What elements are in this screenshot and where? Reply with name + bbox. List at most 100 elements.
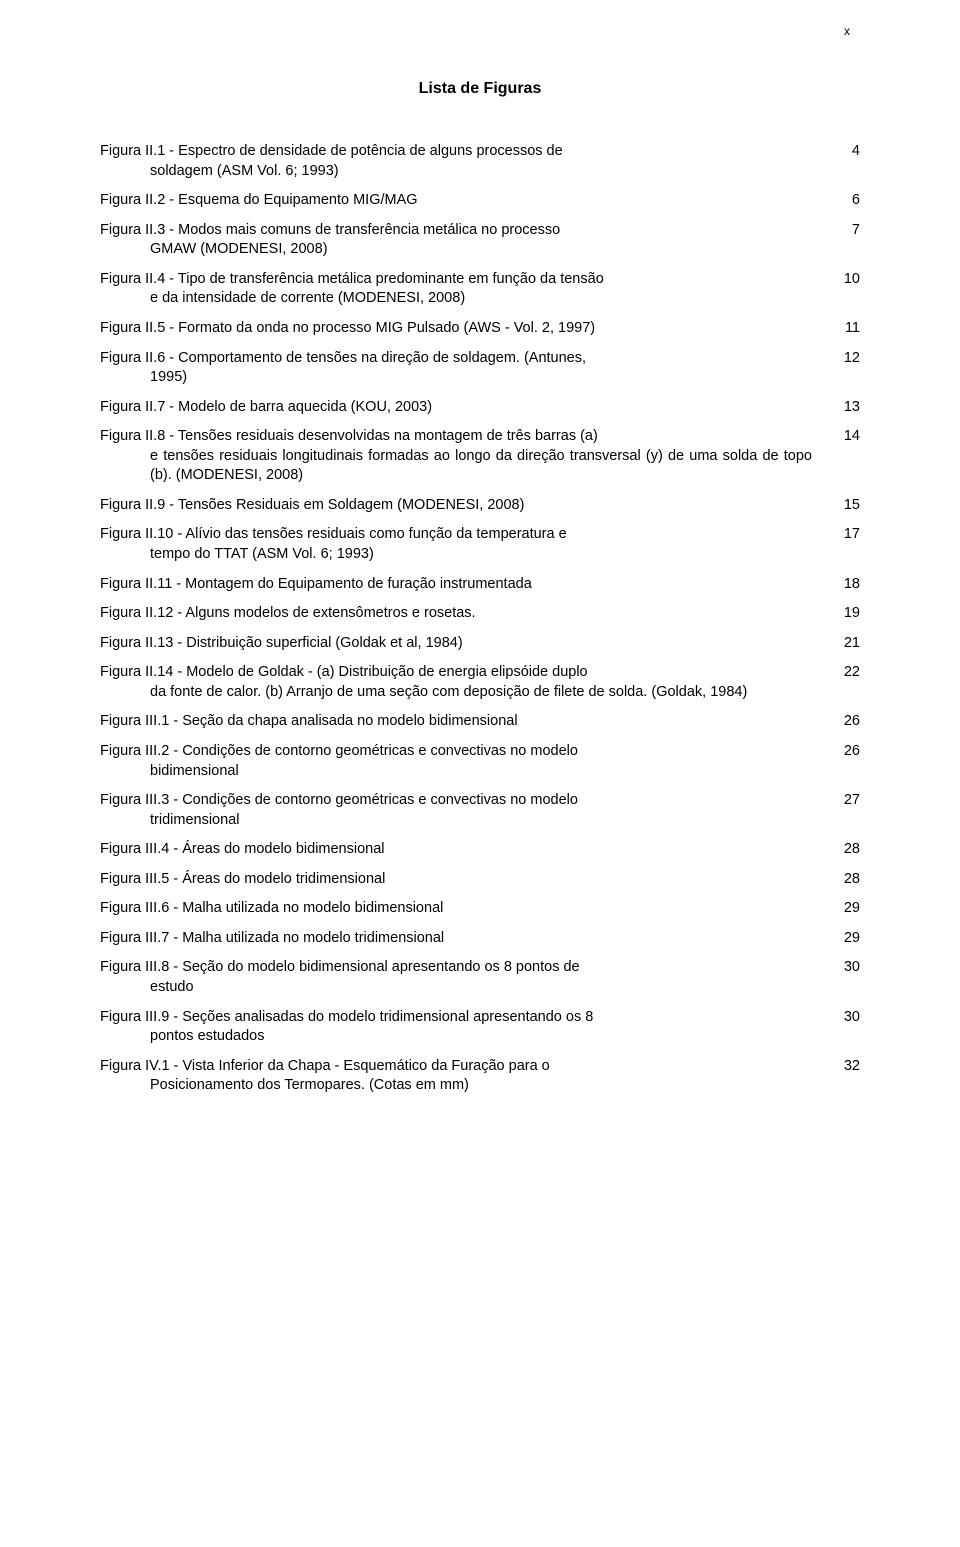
entry-text: Figura II.13 - Distribuição superficial … (100, 634, 830, 654)
entry-page-number: 32 (830, 1057, 860, 1077)
list-item: Figura II.6 - Comportamento de tensões n… (100, 349, 860, 388)
entry-continuation: da fonte de calor. (b) Arranjo de uma se… (100, 683, 812, 703)
entry-text: Figura II.3 - Modos mais comuns de trans… (100, 221, 830, 260)
entry-text: Figura II.10 - Alívio das tensões residu… (100, 525, 830, 564)
list-item: Figura II.10 - Alívio das tensões residu… (100, 525, 860, 564)
entry-text: Figura II.7 - Modelo de barra aquecida (… (100, 398, 830, 418)
entry-page-number: 6 (830, 191, 860, 211)
entry-line1: Figura III.2 - Condições de contorno geo… (100, 743, 578, 759)
list-item: Figura III.6 - Malha utilizada no modelo… (100, 899, 860, 919)
entry-page-number: 28 (830, 870, 860, 890)
entry-text: Figura II.14 - Modelo de Goldak - (a) Di… (100, 663, 830, 702)
entry-line1: Figura III.5 - Áreas do modelo tridimens… (100, 871, 385, 887)
entry-page-number: 30 (830, 1008, 860, 1028)
entry-line1: Figura II.8 - Tensões residuais desenvol… (100, 428, 598, 444)
entry-line1: Figura II.12 - Alguns modelos de extensô… (100, 605, 476, 621)
entry-page-number: 14 (830, 427, 860, 447)
entry-text: Figura III.9 - Seções analisadas do mode… (100, 1008, 830, 1047)
entry-line1: Figura III.9 - Seções analisadas do mode… (100, 1009, 593, 1025)
entry-text: Figura II.4 - Tipo de transferência metá… (100, 270, 830, 309)
entry-line1: Figura IV.1 - Vista Inferior da Chapa - … (100, 1058, 550, 1074)
entry-text: Figura IV.1 - Vista Inferior da Chapa - … (100, 1057, 830, 1096)
list-item: Figura III.3 - Condições de contorno geo… (100, 791, 860, 830)
entry-text: Figura III.1 - Seção da chapa analisada … (100, 712, 830, 732)
entry-line1: Figura III.6 - Malha utilizada no modelo… (100, 900, 443, 916)
list-item: Figura IV.1 - Vista Inferior da Chapa - … (100, 1057, 860, 1096)
entry-text: Figura II.6 - Comportamento de tensões n… (100, 349, 830, 388)
entry-line1: Figura II.9 - Tensões Residuais em Solda… (100, 497, 524, 513)
entry-line1: Figura II.14 - Modelo de Goldak - (a) Di… (100, 664, 588, 680)
list-item: Figura II.12 - Alguns modelos de extensô… (100, 604, 860, 624)
list-item: Figura II.9 - Tensões Residuais em Solda… (100, 496, 860, 516)
entry-page-number: 30 (830, 958, 860, 978)
entry-page-number: 18 (830, 575, 860, 595)
list-item: Figura III.1 - Seção da chapa analisada … (100, 712, 860, 732)
entry-page-number: 11 (830, 319, 860, 339)
entry-continuation: Posicionamento dos Termopares. (Cotas em… (100, 1076, 812, 1096)
entry-text: Figura II.8 - Tensões residuais desenvol… (100, 427, 830, 486)
list-item: Figura II.8 - Tensões residuais desenvol… (100, 427, 860, 486)
entry-page-number: 21 (830, 634, 860, 654)
entry-page-number: 29 (830, 929, 860, 949)
list-item: Figura II.4 - Tipo de transferência metá… (100, 270, 860, 309)
entry-page-number: 17 (830, 525, 860, 545)
entry-page-number: 26 (830, 712, 860, 732)
entry-line1: Figura III.3 - Condições de contorno geo… (100, 792, 578, 808)
figure-list: Figura II.1 - Espectro de densidade de p… (100, 142, 860, 1096)
list-item: Figura III.9 - Seções analisadas do mode… (100, 1008, 860, 1047)
list-item: Figura II.13 - Distribuição superficial … (100, 634, 860, 654)
list-item: Figura III.7 - Malha utilizada no modelo… (100, 929, 860, 949)
entry-page-number: 27 (830, 791, 860, 811)
entry-text: Figura III.2 - Condições de contorno geo… (100, 742, 830, 781)
entry-line1: Figura II.5 - Formato da onda no process… (100, 320, 595, 336)
entry-line1: Figura II.6 - Comportamento de tensões n… (100, 350, 586, 366)
entry-line1: Figura III.4 - Áreas do modelo bidimensi… (100, 841, 385, 857)
entry-text: Figura III.3 - Condições de contorno geo… (100, 791, 830, 830)
entry-continuation: tempo do TTAT (ASM Vol. 6; 1993) (100, 545, 812, 565)
entry-line1: Figura II.11 - Montagem do Equipamento d… (100, 576, 532, 592)
entry-continuation: tridimensional (100, 811, 812, 831)
list-item: Figura II.7 - Modelo de barra aquecida (… (100, 398, 860, 418)
list-item: Figura II.14 - Modelo de Goldak - (a) Di… (100, 663, 860, 702)
entry-page-number: 12 (830, 349, 860, 369)
entry-line1: Figura II.1 - Espectro de densidade de p… (100, 143, 563, 159)
entry-line1: Figura III.7 - Malha utilizada no modelo… (100, 930, 444, 946)
entry-page-number: 26 (830, 742, 860, 762)
entry-page-number: 10 (830, 270, 860, 290)
entry-page-number: 29 (830, 899, 860, 919)
entry-line1: Figura III.1 - Seção da chapa analisada … (100, 713, 518, 729)
list-item: Figura II.11 - Montagem do Equipamento d… (100, 575, 860, 595)
entry-page-number: 4 (830, 142, 860, 162)
entry-line1: Figura II.10 - Alívio das tensões residu… (100, 526, 567, 542)
list-item: Figura II.5 - Formato da onda no process… (100, 319, 860, 339)
list-item: Figura III.2 - Condições de contorno geo… (100, 742, 860, 781)
entry-line1: Figura II.7 - Modelo de barra aquecida (… (100, 399, 432, 415)
list-title: Lista de Figuras (100, 80, 860, 98)
entry-continuation: 1995) (100, 368, 812, 388)
entry-text: Figura III.7 - Malha utilizada no modelo… (100, 929, 830, 949)
entry-text: Figura III.5 - Áreas do modelo tridimens… (100, 870, 830, 890)
entry-page-number: 19 (830, 604, 860, 624)
entry-page-number: 22 (830, 663, 860, 683)
entry-continuation: e tensões residuais longitudinais formad… (100, 447, 812, 486)
page-marker: x (844, 24, 850, 38)
entry-line1: Figura II.13 - Distribuição superficial … (100, 635, 463, 651)
entry-text: Figura II.12 - Alguns modelos de extensô… (100, 604, 830, 624)
entry-continuation: e da intensidade de corrente (MODENESI, … (100, 289, 812, 309)
entry-continuation: GMAW (MODENESI, 2008) (100, 240, 812, 260)
entry-text: Figura III.4 - Áreas do modelo bidimensi… (100, 840, 830, 860)
list-item: Figura II.2 - Esquema do Equipamento MIG… (100, 191, 860, 211)
entry-continuation: estudo (100, 978, 812, 998)
entry-text: Figura II.11 - Montagem do Equipamento d… (100, 575, 830, 595)
list-item: Figura III.5 - Áreas do modelo tridimens… (100, 870, 860, 890)
entry-line1: Figura II.4 - Tipo de transferência metá… (100, 271, 604, 287)
entry-continuation: pontos estudados (100, 1027, 812, 1047)
entry-text: Figura II.1 - Espectro de densidade de p… (100, 142, 830, 181)
entry-text: Figura III.8 - Seção do modelo bidimensi… (100, 958, 830, 997)
entry-page-number: 15 (830, 496, 860, 516)
entry-page-number: 13 (830, 398, 860, 418)
entry-text: Figura II.2 - Esquema do Equipamento MIG… (100, 191, 830, 211)
list-item: Figura III.4 - Áreas do modelo bidimensi… (100, 840, 860, 860)
entry-page-number: 28 (830, 840, 860, 860)
entry-continuation: soldagem (ASM Vol. 6; 1993) (100, 162, 812, 182)
